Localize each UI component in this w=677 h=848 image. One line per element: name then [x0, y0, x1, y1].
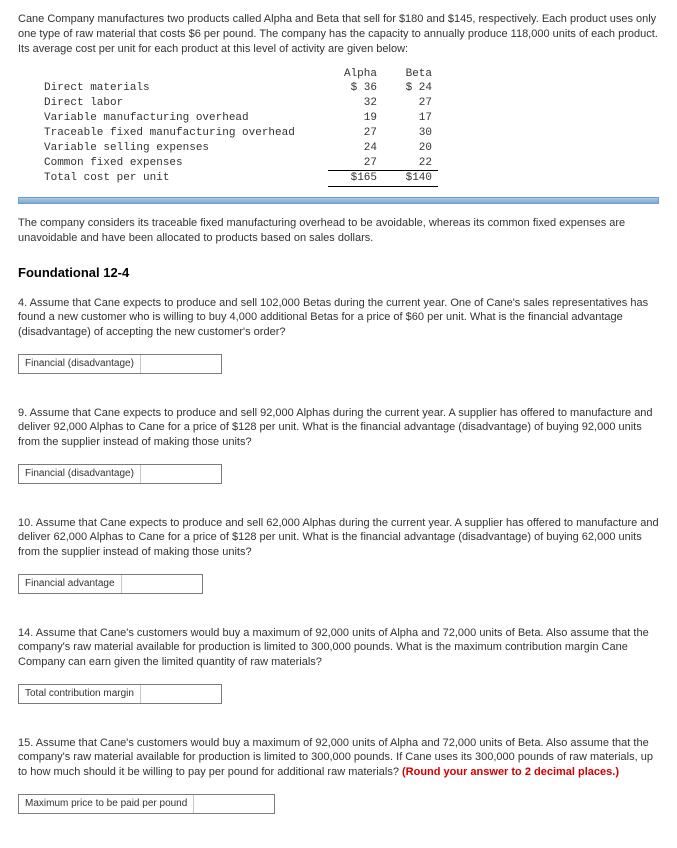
- table-row: Direct materials$ 36$ 24: [38, 81, 438, 96]
- answer-input-q10[interactable]: [122, 575, 202, 593]
- answer-label: Financial (disadvantage): [19, 355, 140, 373]
- answer-box-q10: Financial advantage: [18, 574, 203, 594]
- intro-text: Cane Company manufactures two products c…: [18, 12, 659, 57]
- answer-box-q4: Financial (disadvantage): [18, 354, 222, 374]
- answer-input-q9[interactable]: [141, 465, 221, 483]
- answer-label: Financial (disadvantage): [19, 465, 140, 483]
- question-9-text: 9. Assume that Cane expects to produce a…: [18, 406, 659, 451]
- question-4-text: 4. Assume that Cane expects to produce a…: [18, 296, 659, 341]
- question-10-text: 10. Assume that Cane expects to produce …: [18, 516, 659, 561]
- answer-box-q9: Financial (disadvantage): [18, 464, 222, 484]
- answer-input-q14[interactable]: [141, 685, 221, 703]
- table-row: Variable selling expenses2420: [38, 141, 438, 156]
- table-total-row: Total cost per unit$165$140: [38, 171, 438, 187]
- section-title: Foundational 12-4: [18, 264, 659, 282]
- answer-label: Financial advantage: [19, 575, 121, 593]
- answer-box-q14: Total contribution margin: [18, 684, 222, 704]
- question-14-text: 14. Assume that Cane's customers would b…: [18, 626, 659, 671]
- note-text: The company considers its traceable fixe…: [18, 216, 659, 246]
- cost-table: Alpha Beta Direct materials$ 36$ 24 Dire…: [38, 67, 438, 188]
- divider-bar: [18, 197, 659, 204]
- header-alpha: Alpha: [328, 67, 383, 82]
- table-header-row: Alpha Beta: [38, 67, 438, 82]
- answer-input-q15[interactable]: [194, 795, 274, 813]
- answer-label: Maximum price to be paid per pound: [19, 795, 193, 813]
- table-row: Common fixed expenses2722: [38, 156, 438, 171]
- answer-box-q15: Maximum price to be paid per pound: [18, 794, 275, 814]
- table-row: Traceable fixed manufacturing overhead27…: [38, 126, 438, 141]
- answer-input-q4[interactable]: [141, 355, 221, 373]
- table-row: Direct labor3227: [38, 96, 438, 111]
- header-blank: [38, 67, 328, 82]
- question-15-text: 15. Assume that Cane's customers would b…: [18, 736, 659, 781]
- header-beta: Beta: [383, 67, 438, 82]
- answer-label: Total contribution margin: [19, 685, 140, 703]
- q15-text-note: (Round your answer to 2 decimal places.): [402, 766, 619, 778]
- table-row: Variable manufacturing overhead1917: [38, 111, 438, 126]
